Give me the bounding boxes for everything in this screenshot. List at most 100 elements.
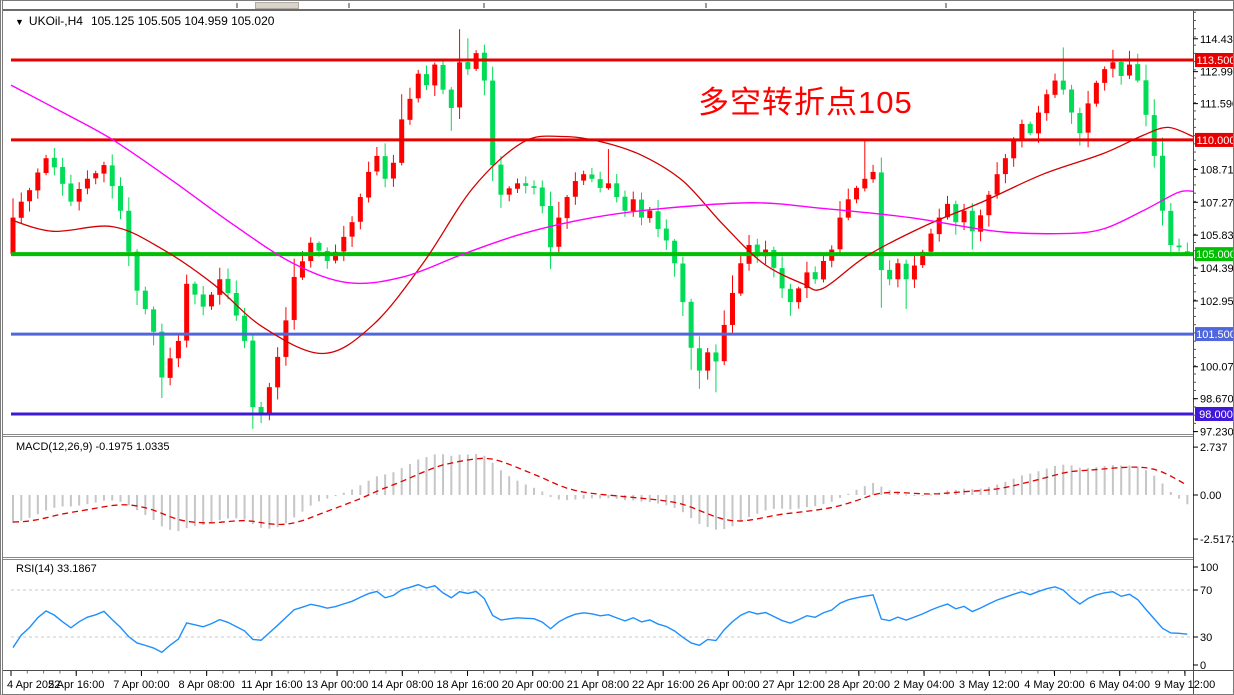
macd-histogram-bar bbox=[375, 476, 378, 495]
toolbar-tab[interactable] bbox=[255, 2, 299, 9]
candle-bullish bbox=[93, 173, 99, 179]
candle-bearish bbox=[481, 52, 487, 81]
toolbar-separator bbox=[483, 3, 485, 8]
candle-bearish bbox=[614, 183, 620, 198]
rsi-panel[interactable] bbox=[11, 583, 1193, 654]
candle-bearish bbox=[109, 165, 115, 187]
macd-histogram-bar bbox=[45, 495, 48, 511]
macd-histogram-bar bbox=[111, 495, 114, 501]
macd-histogram-bar bbox=[284, 495, 287, 524]
candle-bearish bbox=[440, 64, 446, 90]
candle-bullish bbox=[374, 155, 380, 172]
candle-bullish bbox=[820, 260, 826, 280]
candle-bearish bbox=[1060, 80, 1066, 90]
annotation-text[interactable]: 多空转折点105 bbox=[698, 85, 913, 120]
ohlc-values: 105.125 105.505 104.959 105.020 bbox=[90, 14, 275, 28]
macd-histogram-bar bbox=[1037, 471, 1040, 495]
macd-histogram-bar bbox=[351, 489, 354, 495]
macd-histogram-bar bbox=[905, 494, 908, 496]
macd-histogram-bar bbox=[764, 495, 767, 511]
macd-histogram-bar bbox=[227, 495, 230, 519]
macd-histogram-bar bbox=[1062, 464, 1065, 495]
toolbar-separator bbox=[236, 3, 238, 8]
candle-bullish bbox=[705, 352, 711, 371]
time-axis-label: 6 May 04:00 bbox=[1089, 679, 1150, 691]
macd-histogram-bar bbox=[863, 486, 866, 495]
macd-histogram-bar bbox=[533, 487, 536, 495]
candle-bearish bbox=[250, 340, 256, 408]
time-axis-label: 26 Apr 00:00 bbox=[697, 679, 759, 691]
candle-bullish bbox=[27, 190, 33, 202]
candle-bullish bbox=[1019, 123, 1025, 140]
macd-histogram-bar bbox=[185, 495, 188, 529]
macd-histogram-bar bbox=[665, 495, 668, 506]
ma-line-magenta bbox=[10, 84, 1194, 285]
macd-histogram-bar bbox=[772, 495, 775, 509]
macd-histogram-bar bbox=[681, 495, 684, 513]
candlesticks[interactable] bbox=[10, 29, 1190, 429]
macd-histogram-bar bbox=[781, 495, 784, 509]
time-axis-label: 7 Apr 00:00 bbox=[113, 679, 169, 691]
time-axis-label: 9 May 12:00 bbox=[1155, 679, 1216, 691]
macd-panel[interactable] bbox=[12, 454, 1189, 532]
rsi-axis[interactable]: 100 70 30 0 bbox=[1193, 562, 1218, 672]
macd-histogram-bar bbox=[648, 495, 651, 503]
macd-histogram-bar bbox=[872, 483, 875, 495]
candle-bullish bbox=[911, 265, 917, 280]
macd-histogram-bar bbox=[508, 476, 511, 495]
macd-histogram-bar bbox=[1045, 468, 1048, 495]
candle-bearish bbox=[688, 301, 694, 348]
macd-histogram-bar bbox=[1136, 466, 1139, 495]
chart-canvas[interactable]: 113.500110.000105.000101.50098.000114.43… bbox=[3, 1, 1234, 695]
macd-histogram-bar bbox=[1153, 475, 1156, 495]
macd-histogram-bar bbox=[996, 484, 999, 495]
price-axis-label: 112.990 bbox=[1200, 67, 1234, 79]
macd-axis-label: -2.5173 bbox=[1200, 534, 1234, 546]
macd-histogram-bar bbox=[549, 495, 552, 498]
time-axis-label: 14 Apr 08:00 bbox=[371, 679, 433, 691]
macd-histogram-bar bbox=[243, 495, 246, 520]
macd-histogram-bar bbox=[623, 495, 626, 501]
candle-bearish bbox=[597, 179, 603, 188]
macd-histogram-bar bbox=[450, 455, 453, 495]
macd-histogram-bar bbox=[987, 486, 990, 495]
macd-histogram-bar bbox=[425, 457, 428, 495]
price-axis-label: 100.070 bbox=[1200, 362, 1234, 374]
macd-histogram-bar bbox=[491, 462, 494, 495]
candle-bullish bbox=[415, 73, 421, 99]
macd-histogram-bar bbox=[1029, 473, 1032, 495]
horizontal-levels[interactable] bbox=[11, 58, 1193, 416]
candle-bearish bbox=[878, 172, 884, 271]
candle-bullish bbox=[928, 233, 934, 252]
candle-bearish bbox=[539, 187, 545, 207]
price-badge bbox=[1195, 247, 1233, 262]
macd-histogram-bar bbox=[235, 495, 238, 519]
price-axis-label: 105.830 bbox=[1200, 230, 1234, 242]
candle-bearish bbox=[531, 186, 537, 188]
macd-histogram-bar bbox=[61, 495, 64, 507]
candle-bullish bbox=[217, 279, 223, 295]
macd-histogram-bar bbox=[94, 495, 97, 503]
rsi-axis-label: 100 bbox=[1200, 562, 1218, 574]
time-axis-label: 4 Apr 2022 bbox=[7, 679, 60, 691]
macd-histogram-bar bbox=[698, 495, 701, 524]
symbol-info: ▼ UKOil-,H4 105.125 105.505 104.959 105.02… bbox=[15, 14, 274, 28]
time-axis-label: 18 Apr 16:00 bbox=[436, 679, 498, 691]
candle-bearish bbox=[1176, 245, 1182, 248]
macd-histogram-bar bbox=[615, 495, 618, 499]
macd-histogram-bar bbox=[1087, 467, 1090, 495]
price-axis-label: 102.950 bbox=[1200, 296, 1234, 308]
candle-bullish bbox=[457, 62, 463, 108]
chart-dropdown-icon[interactable]: ▼ bbox=[15, 17, 24, 27]
candle-bearish bbox=[1143, 80, 1149, 115]
macd-histogram-bar bbox=[86, 495, 89, 505]
candle-bullish bbox=[341, 236, 347, 252]
macd-histogram-bar bbox=[731, 495, 734, 527]
candle-bearish bbox=[200, 294, 206, 307]
macd-histogram-bar bbox=[896, 492, 899, 495]
price-axis[interactable]: 114.430 112.990 111.590 108.710 107.270 105.8… bbox=[1193, 11, 1234, 439]
candle-bearish bbox=[382, 156, 388, 179]
candle-bullish bbox=[18, 201, 24, 218]
macd-axis[interactable]: 2.737 0.00 -2.5173 bbox=[1193, 442, 1234, 546]
